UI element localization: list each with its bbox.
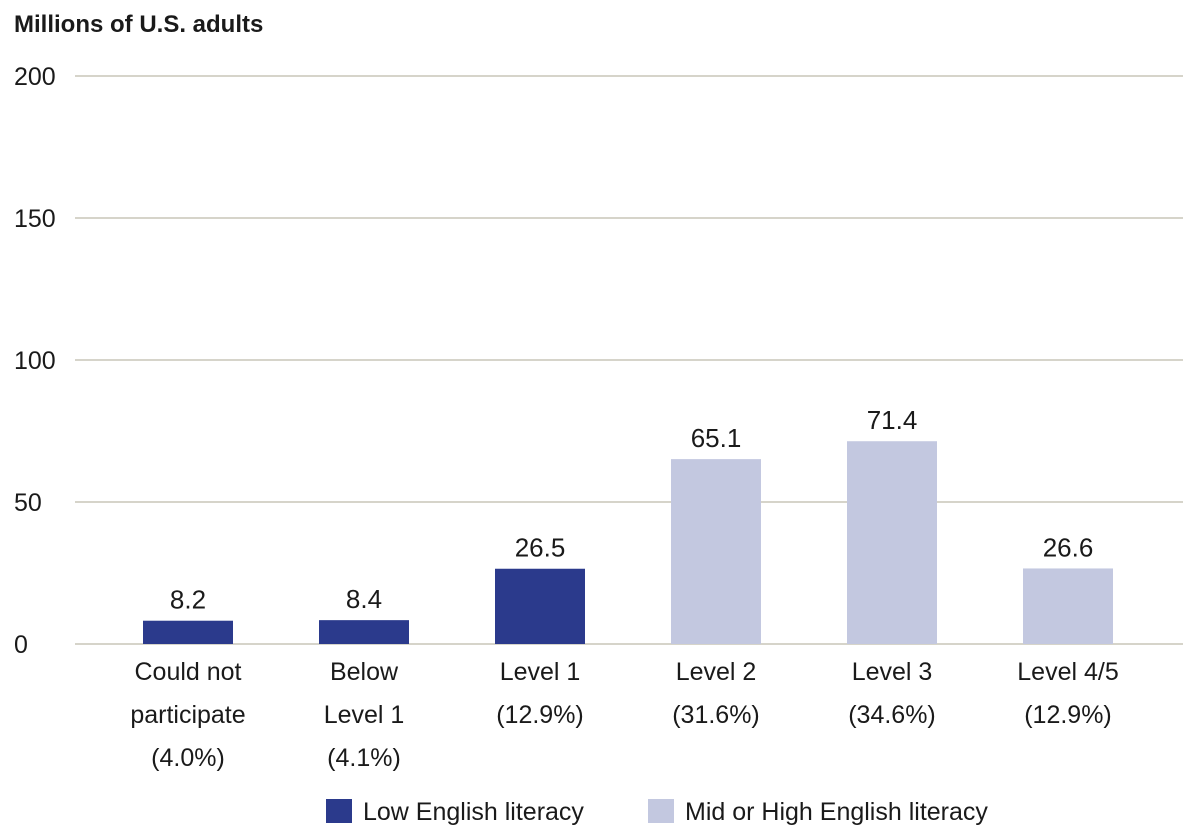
bar (1023, 568, 1113, 644)
y-tick-label: 50 (14, 489, 42, 517)
data-label: 8.4 (346, 584, 382, 614)
y-tick-label: 150 (14, 205, 56, 233)
x-tick-label: Level 2 (676, 658, 757, 686)
y-tick-label: 100 (14, 347, 56, 375)
y-tick-label: 0 (14, 631, 28, 659)
x-tick-label: Level 4/5 (1017, 658, 1118, 686)
data-label: 26.5 (515, 533, 566, 563)
value-labels: 8.2 8.4 26.5 65.1 71.4 26.6 (170, 405, 1093, 614)
x-tick-label: participate (130, 701, 245, 729)
x-tick-label: Below (330, 658, 399, 686)
legend-label: Low English literacy (363, 798, 584, 826)
x-tick-label: (4.1%) (327, 744, 401, 772)
legend-swatch (326, 799, 352, 823)
x-tick-label: Level 3 (852, 658, 933, 686)
y-axis-ticks: 0 50 100 150 200 (14, 63, 56, 659)
y-axis-title: Millions of U.S. adults (14, 11, 263, 38)
x-tick-label: Could not (134, 658, 241, 686)
bar (143, 620, 233, 644)
data-label: 26.6 (1043, 532, 1094, 562)
bars (143, 441, 1113, 644)
x-tick-label: (4.0%) (151, 744, 225, 772)
bar (671, 459, 761, 644)
x-tick-label: (31.6%) (672, 701, 760, 729)
x-axis-labels: Could not participate (4.0%) Below Level 1 (4… (130, 658, 1118, 772)
x-tick-label: Level 1 (324, 701, 405, 729)
bar (319, 620, 409, 644)
x-tick-label: (34.6%) (848, 701, 936, 729)
y-tick-label: 200 (14, 63, 56, 91)
x-tick-label: Level 1 (500, 658, 581, 686)
legend-label: Mid or High English literacy (685, 798, 988, 826)
data-label: 8.2 (170, 585, 206, 615)
x-tick-label: (12.9%) (496, 701, 584, 729)
gridlines (75, 75, 1183, 645)
bar (847, 441, 937, 644)
data-label: 71.4 (867, 405, 918, 435)
data-label: 65.1 (691, 423, 742, 453)
legend-swatch (648, 799, 674, 823)
bar (495, 568, 585, 644)
legend: Low English literacy Mid or High English … (326, 798, 988, 826)
x-tick-label: (12.9%) (1024, 701, 1112, 729)
